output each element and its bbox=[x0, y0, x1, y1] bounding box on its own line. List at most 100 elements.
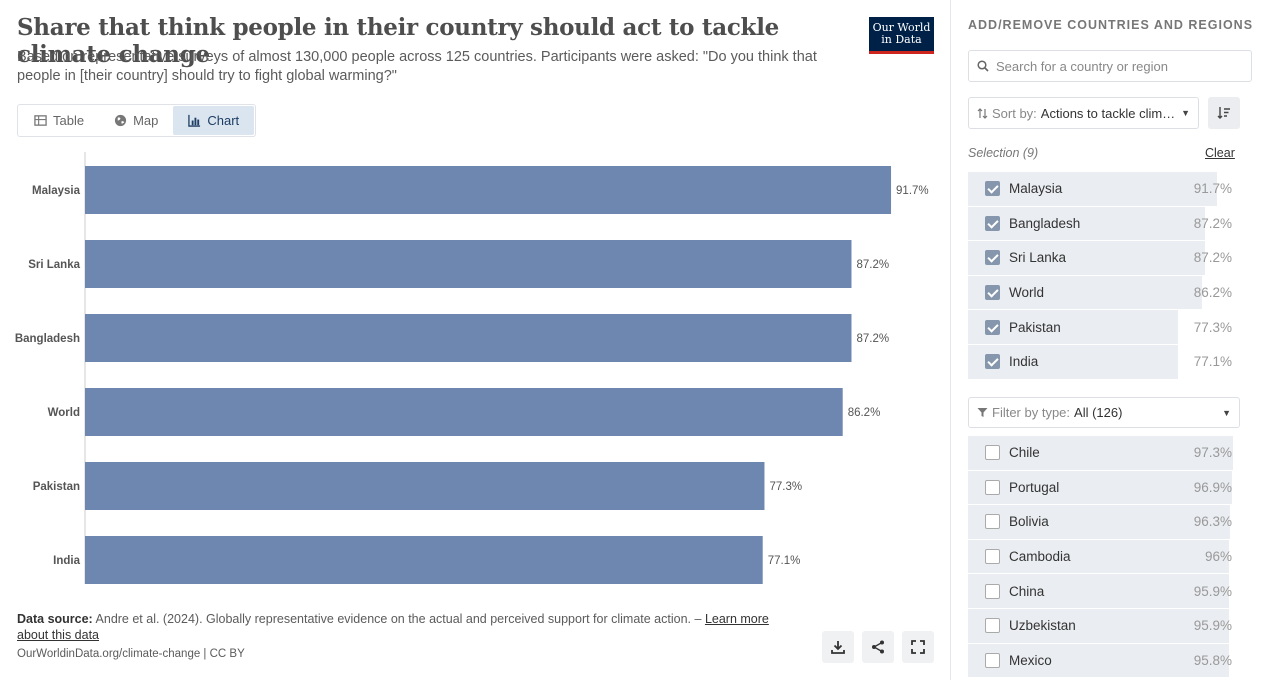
tab-map[interactable]: Map bbox=[99, 106, 173, 135]
entity-row-malaysia[interactable]: Malaysia 91.7% bbox=[968, 172, 1240, 207]
checkbox[interactable] bbox=[985, 652, 1000, 668]
entity-row-bangladesh[interactable]: Bangladesh 87.2% bbox=[968, 206, 1240, 242]
chart-footer: Data source: Andre et al. (2024). Global… bbox=[17, 611, 797, 643]
checkbox[interactable] bbox=[985, 354, 1000, 370]
clear-selection-button[interactable]: Clear bbox=[1205, 146, 1235, 160]
logo-line-2: in Data bbox=[881, 33, 922, 46]
available-list: Chile 97.3% Portugal 96.9% Bolivia 96.3% Cambo… bbox=[968, 436, 1240, 679]
checkbox[interactable] bbox=[985, 479, 1000, 495]
chevron-down-icon: ▼ bbox=[1181, 108, 1190, 118]
learn-more-link[interactable]: Learn more about this data bbox=[17, 612, 769, 642]
bar-bangladesh[interactable] bbox=[85, 314, 852, 362]
entity-value: 87.2% bbox=[1193, 215, 1232, 231]
category-label: Sri Lanka bbox=[28, 259, 80, 271]
globe-icon bbox=[115, 114, 127, 127]
filter-dropdown[interactable]: Filter by type: All (126) ▼ bbox=[968, 397, 1240, 428]
value-bar bbox=[968, 643, 1229, 678]
value-bar bbox=[968, 310, 1179, 344]
checkbox[interactable] bbox=[985, 181, 1000, 197]
entity-row-india[interactable]: India 77.1% bbox=[968, 344, 1240, 380]
sidebar-heading: ADD/REMOVE COUNTRIES AND REGIONS bbox=[968, 18, 1254, 32]
tab-chart[interactable]: Chart bbox=[173, 106, 255, 135]
entity-name: Portugal bbox=[1009, 479, 1060, 495]
value-label: 87.2% bbox=[856, 333, 889, 345]
category-label: India bbox=[53, 555, 80, 567]
chevron-down-icon: ▼ bbox=[1222, 407, 1231, 418]
filter-icon bbox=[977, 408, 988, 417]
sort-dropdown[interactable]: Sort by: Actions to tackle climate chang… bbox=[968, 97, 1199, 129]
value-bar bbox=[968, 241, 1206, 275]
entity-row-china[interactable]: China 95.9% bbox=[968, 574, 1240, 609]
checkbox[interactable] bbox=[985, 514, 1000, 530]
share-icon bbox=[872, 640, 884, 654]
entity-value: 96.3% bbox=[1193, 514, 1232, 530]
entity-row-sri-lanka[interactable]: Sri Lanka 87.2% bbox=[968, 241, 1240, 276]
value-bar bbox=[968, 172, 1218, 206]
selected-list: Malaysia 91.7% Bangladesh 87.2% Sri Lanka 87.… bbox=[968, 172, 1240, 380]
entity-row-pakistan[interactable]: Pakistan 77.3% bbox=[968, 310, 1240, 345]
value-label: 77.1% bbox=[768, 555, 801, 567]
checkbox[interactable] bbox=[985, 285, 1000, 301]
value-bar bbox=[968, 574, 1229, 608]
category-label: Pakistan bbox=[33, 481, 80, 493]
value-bar bbox=[968, 470, 1232, 505]
entity-row-world[interactable]: World 86.2% bbox=[968, 275, 1240, 311]
checkbox[interactable] bbox=[985, 549, 1000, 565]
view-tabs: Table Map Chart bbox=[17, 104, 257, 137]
checkbox[interactable] bbox=[985, 319, 1000, 335]
entity-value: 95.8% bbox=[1193, 652, 1232, 668]
tab-table[interactable]: Table bbox=[19, 106, 99, 135]
entity-name: Pakistan bbox=[1009, 319, 1061, 335]
entity-name: India bbox=[1009, 354, 1039, 370]
entity-row-chile[interactable]: Chile 97.3% bbox=[968, 436, 1240, 471]
entity-name: World bbox=[1009, 285, 1045, 301]
entity-name: Mexico bbox=[1009, 652, 1052, 668]
download-button[interactable] bbox=[822, 631, 854, 663]
checkbox[interactable] bbox=[985, 445, 1000, 461]
owid-logo[interactable]: Our World in Data bbox=[869, 17, 934, 54]
chart-icon bbox=[188, 114, 201, 127]
bar-pakistan[interactable] bbox=[85, 462, 765, 510]
entity-row-portugal[interactable]: Portugal 96.9% bbox=[968, 470, 1240, 506]
entity-row-mexico[interactable]: Mexico 95.8% bbox=[968, 643, 1240, 679]
entity-name: Malaysia bbox=[1009, 181, 1063, 197]
entity-row-uzbekistan[interactable]: Uzbekistan 95.9% bbox=[968, 608, 1240, 644]
value-bar bbox=[968, 436, 1233, 470]
chart-title: Share that think people in their country… bbox=[17, 14, 779, 68]
value-bar bbox=[968, 206, 1206, 241]
search-input[interactable] bbox=[996, 58, 1236, 74]
bar-india[interactable] bbox=[85, 536, 763, 584]
sort-order-button[interactable] bbox=[1208, 97, 1240, 129]
share-button[interactable] bbox=[862, 631, 894, 663]
filter-label: Filter by type: bbox=[992, 405, 1071, 420]
checkbox[interactable] bbox=[985, 215, 1000, 231]
bar-malaysia[interactable] bbox=[85, 166, 892, 214]
url-license: OurWorldinData.org/climate-change | CC B… bbox=[17, 648, 245, 660]
filter-value: All (126) bbox=[1074, 405, 1123, 420]
checkbox[interactable] bbox=[985, 583, 1000, 599]
entity-row-cambodia[interactable]: Cambodia 96% bbox=[968, 539, 1240, 575]
search-box bbox=[968, 50, 1252, 82]
table-icon bbox=[34, 115, 47, 126]
entity-row-bolivia[interactable]: Bolivia 96.3% bbox=[968, 505, 1240, 540]
value-label: 91.7% bbox=[896, 185, 929, 197]
source-text: Andre et al. (2024). Globally representa… bbox=[95, 612, 702, 626]
checkbox[interactable] bbox=[985, 250, 1000, 266]
entity-name: Chile bbox=[1009, 445, 1040, 461]
bar-world[interactable] bbox=[85, 388, 843, 436]
entity-value: 95.9% bbox=[1193, 618, 1232, 634]
value-bar bbox=[968, 344, 1178, 379]
sort-arrows-icon bbox=[977, 107, 988, 119]
entity-value: 77.3% bbox=[1193, 319, 1232, 335]
entity-value: 91.7% bbox=[1193, 181, 1232, 197]
tab-table-label: Table bbox=[53, 113, 85, 128]
checkbox[interactable] bbox=[985, 618, 1000, 634]
logo-line-1: Our World bbox=[872, 21, 931, 34]
entity-value: 87.2% bbox=[1193, 250, 1232, 266]
entity-value: 97.3% bbox=[1193, 445, 1232, 461]
tab-map-label: Map bbox=[133, 113, 159, 128]
fullscreen-button[interactable] bbox=[902, 631, 934, 663]
entity-name: Bangladesh bbox=[1009, 215, 1081, 231]
bar-sri-lanka[interactable] bbox=[85, 240, 852, 288]
entity-selector-panel: ADD/REMOVE COUNTRIES AND REGIONS Sort by… bbox=[950, 0, 1268, 680]
